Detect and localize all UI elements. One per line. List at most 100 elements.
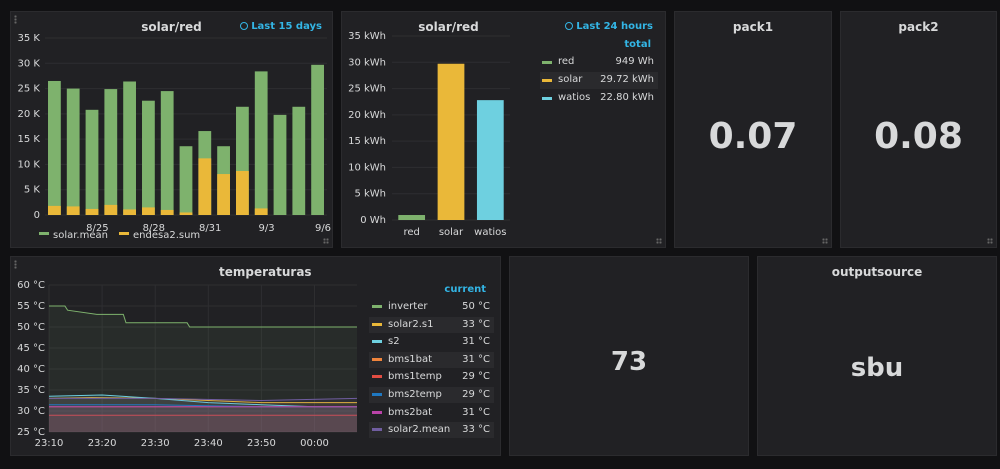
chart-legend-table: red 949 Wh solar 29.72 kWh watios 22.80 kWh xyxy=(540,54,658,114)
x-tick-label: 23:10 xyxy=(35,438,64,449)
bar-endesa2-sum xyxy=(236,171,249,215)
legend-label: endesa2.sum xyxy=(133,230,201,241)
series-area-bms1bat xyxy=(49,406,357,432)
legend-swatch xyxy=(542,61,552,64)
legend-item[interactable]: endesa2.sum xyxy=(119,230,200,241)
y-tick-label: 20 kWh xyxy=(348,110,386,121)
x-tick-label: 23:40 xyxy=(194,438,223,449)
single-stat-panel: 73 xyxy=(509,256,749,456)
legend-label: bms1temp xyxy=(388,371,442,383)
bar-endesa2-sum xyxy=(48,205,61,215)
bar-solar-mean xyxy=(123,81,136,215)
series-line-solar2.mean xyxy=(49,397,358,402)
legend-column-header[interactable]: total xyxy=(624,39,651,50)
time-range-label: Last 24 hours xyxy=(576,21,653,32)
panel-drag-handle[interactable] xyxy=(14,260,17,269)
panel-resize-handle[interactable] xyxy=(323,238,329,244)
series-area-bms1temp xyxy=(49,415,357,432)
bar-endesa2-sum xyxy=(123,209,136,215)
bar-solar-mean xyxy=(142,100,155,215)
legend-item[interactable]: s2 31 °C xyxy=(369,334,494,350)
legend-value: 29 °C xyxy=(462,389,490,400)
time-range-info: Last 15 days xyxy=(240,21,322,32)
bar-solar-mean xyxy=(311,64,324,215)
legend-value: 31 °C xyxy=(462,406,490,418)
y-tick-label: 50 °C xyxy=(17,322,45,333)
series-area-bms2temp xyxy=(49,404,357,432)
panel-title[interactable]: pack1 xyxy=(732,20,774,34)
legend-label: watios xyxy=(558,92,591,103)
panel-resize-handle[interactable] xyxy=(987,238,993,244)
bar-endesa2-sum xyxy=(66,206,80,215)
series-area-bms2bat xyxy=(49,406,357,432)
y-tick-label: 30 K xyxy=(18,58,41,69)
stat-value: 0.08 xyxy=(874,116,963,157)
legend-label: solar2.s1 xyxy=(388,318,434,330)
pack1-stat-panel: pack1 0.07 xyxy=(674,11,832,248)
legend-item[interactable]: solar 29.72 kWh xyxy=(540,72,658,89)
bar-endesa2-sum xyxy=(179,212,193,215)
pack2-stat-panel: pack2 0.08 xyxy=(840,11,997,248)
x-tick-label: solar xyxy=(439,227,464,238)
legend-swatch xyxy=(372,410,382,414)
y-tick-label: 5 kWh xyxy=(354,189,386,200)
y-tick-label: 30 kWh xyxy=(348,57,386,68)
panel-resize-handle[interactable] xyxy=(822,238,828,244)
legend-item[interactable]: bms2temp 29 °C xyxy=(369,387,494,403)
y-tick-label: 35 kWh xyxy=(348,31,386,42)
bar-solar-mean xyxy=(160,91,174,215)
legend-value: 949 Wh xyxy=(615,56,655,67)
legend-label: bms1bat xyxy=(388,353,433,365)
legend-column-header[interactable]: current xyxy=(444,284,486,295)
y-tick-label: 55 °C xyxy=(17,301,45,312)
panel-title[interactable]: outputsource xyxy=(831,265,923,279)
bar-solar-mean xyxy=(254,71,268,216)
legend-item[interactable]: solar2.mean 33 °C xyxy=(369,422,494,439)
series-line-inverter xyxy=(49,305,357,328)
legend-swatch xyxy=(542,97,552,100)
y-tick-label: 40 °C xyxy=(17,364,45,375)
legend-item[interactable]: inverter 50 °C xyxy=(369,299,494,315)
stat-value: 0.07 xyxy=(708,116,798,157)
x-tick-label: 00:00 xyxy=(300,438,329,449)
bar-endesa2-sum xyxy=(254,208,268,215)
panel-title[interactable]: solar/red xyxy=(418,20,479,34)
legend-label: solar2.mean xyxy=(388,424,451,436)
panel-drag-handle[interactable] xyxy=(14,15,17,24)
x-tick-label: 8/31 xyxy=(199,223,221,234)
bar-solar-mean xyxy=(104,89,118,215)
bar-endesa2-sum xyxy=(217,174,230,215)
y-tick-label: 10 K xyxy=(18,159,41,170)
x-tick-label: 23:30 xyxy=(141,438,170,449)
time-range-label: Last 15 days xyxy=(251,21,322,32)
y-tick-label: 20 K xyxy=(18,109,41,120)
x-tick-label: 8/25 xyxy=(86,223,108,234)
legend-item[interactable]: red 949 Wh xyxy=(540,54,658,71)
panel-title[interactable]: solar/red xyxy=(141,20,202,34)
panel-resize-handle[interactable] xyxy=(656,238,662,244)
legend-swatch xyxy=(372,428,382,432)
y-tick-label: 30 °C xyxy=(17,406,45,417)
legend-item[interactable]: solar.mean xyxy=(39,230,108,241)
legend-label: s2 xyxy=(388,336,400,348)
panel-title[interactable]: temperaturas xyxy=(219,265,312,279)
line-chart-temperatures: 25 °C 30 °C 35 °C 40 °C 45 °C 50 °C 55 °C 60 °C… xyxy=(17,280,358,449)
panel-title[interactable]: pack2 xyxy=(898,20,939,34)
series-area-solar2.mean xyxy=(49,398,357,432)
x-tick-label: 23:50 xyxy=(247,438,276,449)
legend-item[interactable]: bms1bat 31 °C xyxy=(369,351,494,368)
bar-watios xyxy=(476,100,504,220)
legend-item[interactable]: bms2bat 31 °C xyxy=(369,405,494,421)
bar-solar-mean xyxy=(179,146,193,215)
bar-solar-mean xyxy=(292,106,306,215)
legend-item[interactable]: watios 22.80 kWh xyxy=(540,90,658,107)
bar-endesa2-sum xyxy=(198,158,212,215)
legend-item[interactable]: solar2.s1 33 °C xyxy=(369,316,494,333)
bar-solar-mean xyxy=(273,114,287,215)
y-tick-label: 0 Wh xyxy=(360,215,386,226)
legend-label: solar xyxy=(558,74,583,85)
legend-swatch xyxy=(542,79,552,82)
legend-label: inverter xyxy=(388,301,428,312)
x-tick-label: 23:20 xyxy=(88,438,117,449)
legend-item[interactable]: bms1temp 29 °C xyxy=(369,369,494,385)
